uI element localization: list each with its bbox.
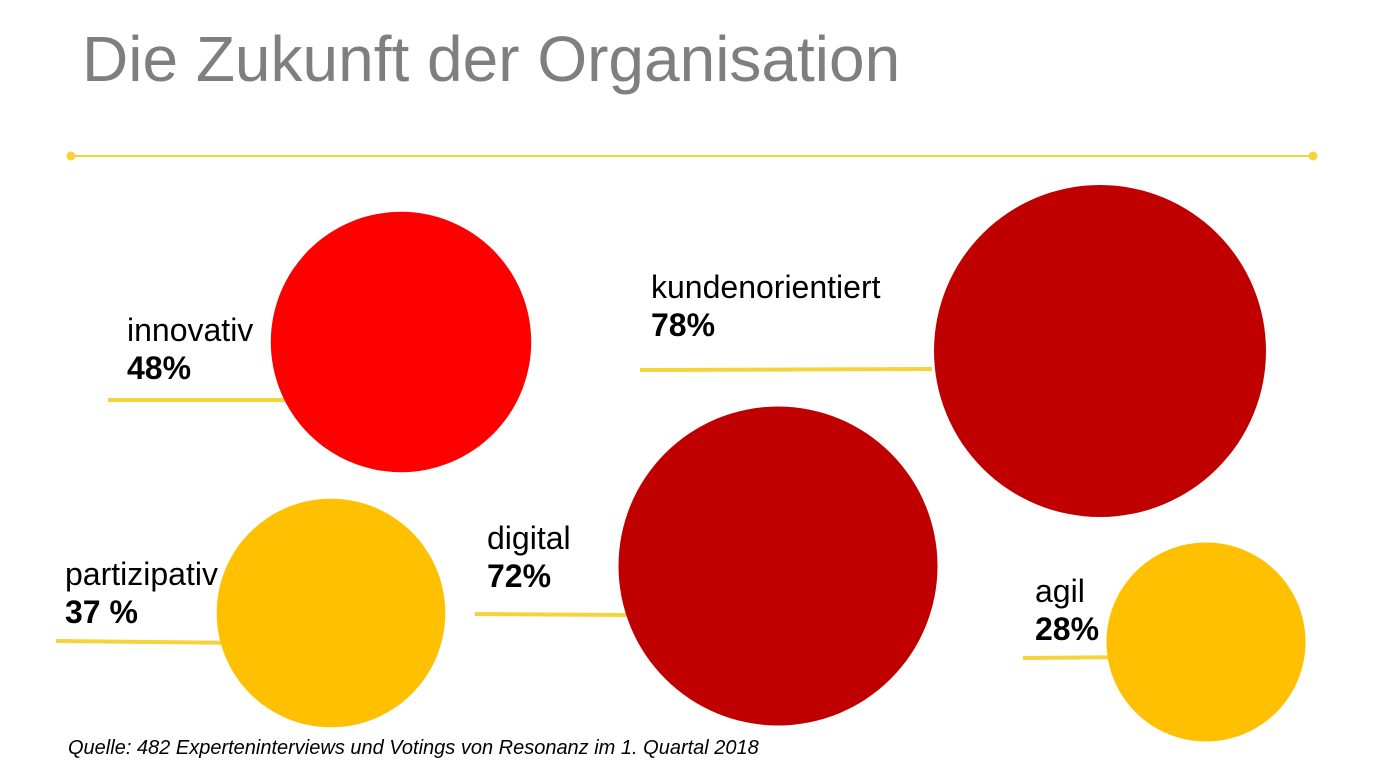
- category-value: 72%: [487, 558, 552, 594]
- leader-line-digital: [474, 612, 629, 617]
- title-divider: [66, 151, 1318, 161]
- category-name: agil: [1035, 573, 1085, 609]
- bubble-partizipativ: [216, 498, 446, 728]
- divider-dot-right: [1308, 151, 1318, 161]
- label-digital: digital 72%: [487, 519, 571, 595]
- category-value: 37 %: [65, 594, 138, 630]
- category-name: partizipativ: [65, 556, 218, 592]
- bubble-kundenorientiert: [934, 185, 1266, 517]
- bubble-agil: [1106, 542, 1306, 742]
- source-note: Quelle: 482 Experteninterviews und Votin…: [68, 737, 759, 759]
- label-partizipativ: partizipativ 37 %: [65, 555, 218, 631]
- category-name: kundenorientiert: [651, 269, 881, 305]
- category-value: 28%: [1035, 611, 1100, 647]
- category-name: digital: [487, 520, 571, 556]
- label-kundenorientiert: kundenorientiert 78%: [651, 268, 880, 344]
- category-name: innovativ: [127, 312, 254, 348]
- category-value: 78%: [651, 307, 716, 343]
- page-title: Die Zukunft der Organisation: [82, 23, 901, 95]
- bubbles: [55, 185, 1306, 742]
- label-innovativ: innovativ 48%: [127, 311, 253, 387]
- bubble-digital: [618, 406, 938, 726]
- leader-line-kundenorientiert: [639, 367, 933, 372]
- label-agil: agil 28%: [1035, 572, 1099, 648]
- divider-dot-left: [66, 151, 76, 161]
- category-value: 48%: [127, 350, 192, 386]
- bubble-innovativ: [270, 211, 532, 473]
